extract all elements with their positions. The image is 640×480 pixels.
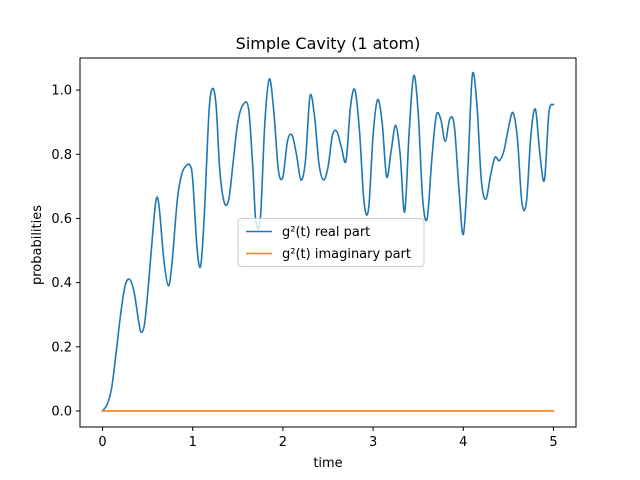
y-tick-label: 0.8 (51, 148, 72, 163)
y-tick-label: 0.0 (51, 404, 72, 419)
plot-area (101, 71, 555, 413)
x-tick-label: 5 (549, 435, 557, 450)
x-tick-label: 2 (279, 435, 287, 450)
y-tick-label: 1.0 (51, 84, 72, 99)
y-tick-label: 0.2 (51, 340, 72, 355)
x-tick-label: 3 (369, 435, 377, 450)
legend-entry: g²(t) imaginary part (282, 247, 411, 262)
x-tick-label: 1 (189, 435, 197, 450)
x-axis-label: time (313, 456, 342, 471)
series-line-0 (101, 71, 555, 413)
x-tick-label: 0 (98, 435, 106, 450)
y-axis: 0.0 0.2 0.4 0.6 0.8 1.0 (51, 84, 80, 419)
legend-box (237, 218, 425, 267)
axes-frame (79, 57, 577, 428)
y-axis-label: probabilities (30, 205, 45, 285)
y-tick-label: 0.6 (51, 212, 72, 227)
y-tick-label: 0.4 (51, 276, 72, 291)
legend: g²(t) real part g²(t) imaginary part (237, 218, 425, 267)
chart-title: Simple Cavity (1 atom) (236, 34, 421, 53)
legend-entry: g²(t) real part (282, 225, 370, 240)
x-tick-label: 4 (459, 435, 467, 450)
x-axis: 0 1 2 3 4 5 (98, 427, 558, 450)
